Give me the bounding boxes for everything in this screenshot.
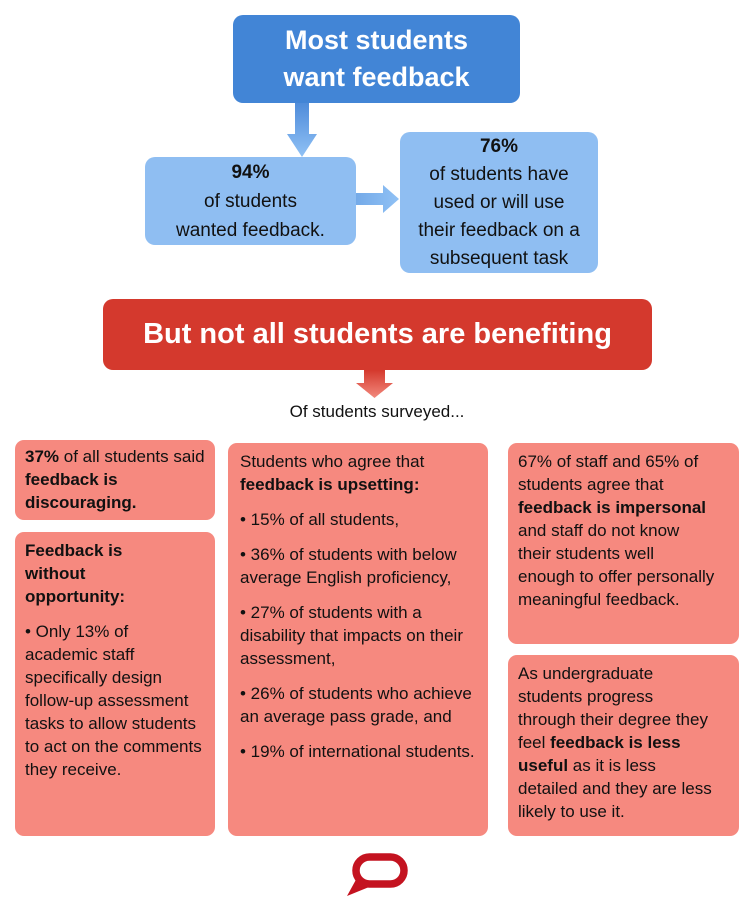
stat-card-opportunity: Feedback is without opportunity: • Only … [15, 532, 215, 836]
stat-76-line-2: used or will use [433, 191, 565, 213]
upsetting-intro: Students who agree that feedback is upse… [240, 452, 425, 494]
discouraging-text: 37% of all students said feedback is dis… [25, 447, 205, 512]
conversation-speech-bubble-logo-icon [347, 853, 408, 896]
stat-76-line-1: of students have [429, 163, 569, 185]
stat-76-line-4: subsequent task [429, 247, 569, 269]
stat-box-76: 76% of students have used or will use th… [400, 132, 598, 273]
stat-94-value: 94% [231, 161, 270, 183]
stat-card-impersonal: 67% of staff and 65% of students agree t… [508, 443, 739, 644]
impersonal-text: 67% of staff and 65% of students agree t… [518, 452, 715, 609]
arrow-down-blue-icon [287, 103, 317, 157]
upsetting-bullet-4: • 26% of students who achieve an average… [240, 684, 472, 726]
stat-76-line-3: their feedback on a [418, 219, 580, 241]
title-box: Most students want feedback [233, 15, 520, 103]
warning-banner-label: But not all students are benefiting [143, 318, 612, 350]
stat-card-discouraging: 37% of all students said feedback is dis… [15, 440, 215, 520]
stat-box-94: 94% of students wanted feedback. [145, 157, 356, 245]
stat-94-line-1: of students [204, 190, 297, 212]
opportunity-heading: Feedback is without opportunity: [25, 541, 126, 606]
less-useful-text: As undergraduate students progress throu… [518, 664, 712, 821]
opportunity-body: • Only 13% of academic staff specificall… [25, 622, 202, 779]
surveyed-caption: Of students surveyed... [289, 402, 465, 421]
upsetting-bullet-2: • 36% of students with below average Eng… [240, 545, 457, 587]
stat-card-upsetting: Students who agree that feedback is upse… [228, 443, 488, 836]
stat-94-line-2: wanted feedback. [176, 219, 325, 241]
arrow-down-red-icon [356, 370, 393, 398]
upsetting-bullet-3: • 27% of students with a disability that… [240, 603, 463, 668]
arrow-right-blue-icon [356, 185, 399, 213]
title-line-1: Most students [284, 25, 468, 55]
stat-76-value: 76% [479, 135, 519, 157]
warning-banner: But not all students are benefiting [103, 299, 652, 370]
title-line-2: want feedback [283, 62, 470, 92]
stat-card-less-useful: As undergraduate students progress throu… [508, 655, 739, 836]
upsetting-bullet-5: • 19% of international students. [240, 742, 475, 761]
upsetting-bullet-1: • 15% of all students, [240, 510, 400, 529]
